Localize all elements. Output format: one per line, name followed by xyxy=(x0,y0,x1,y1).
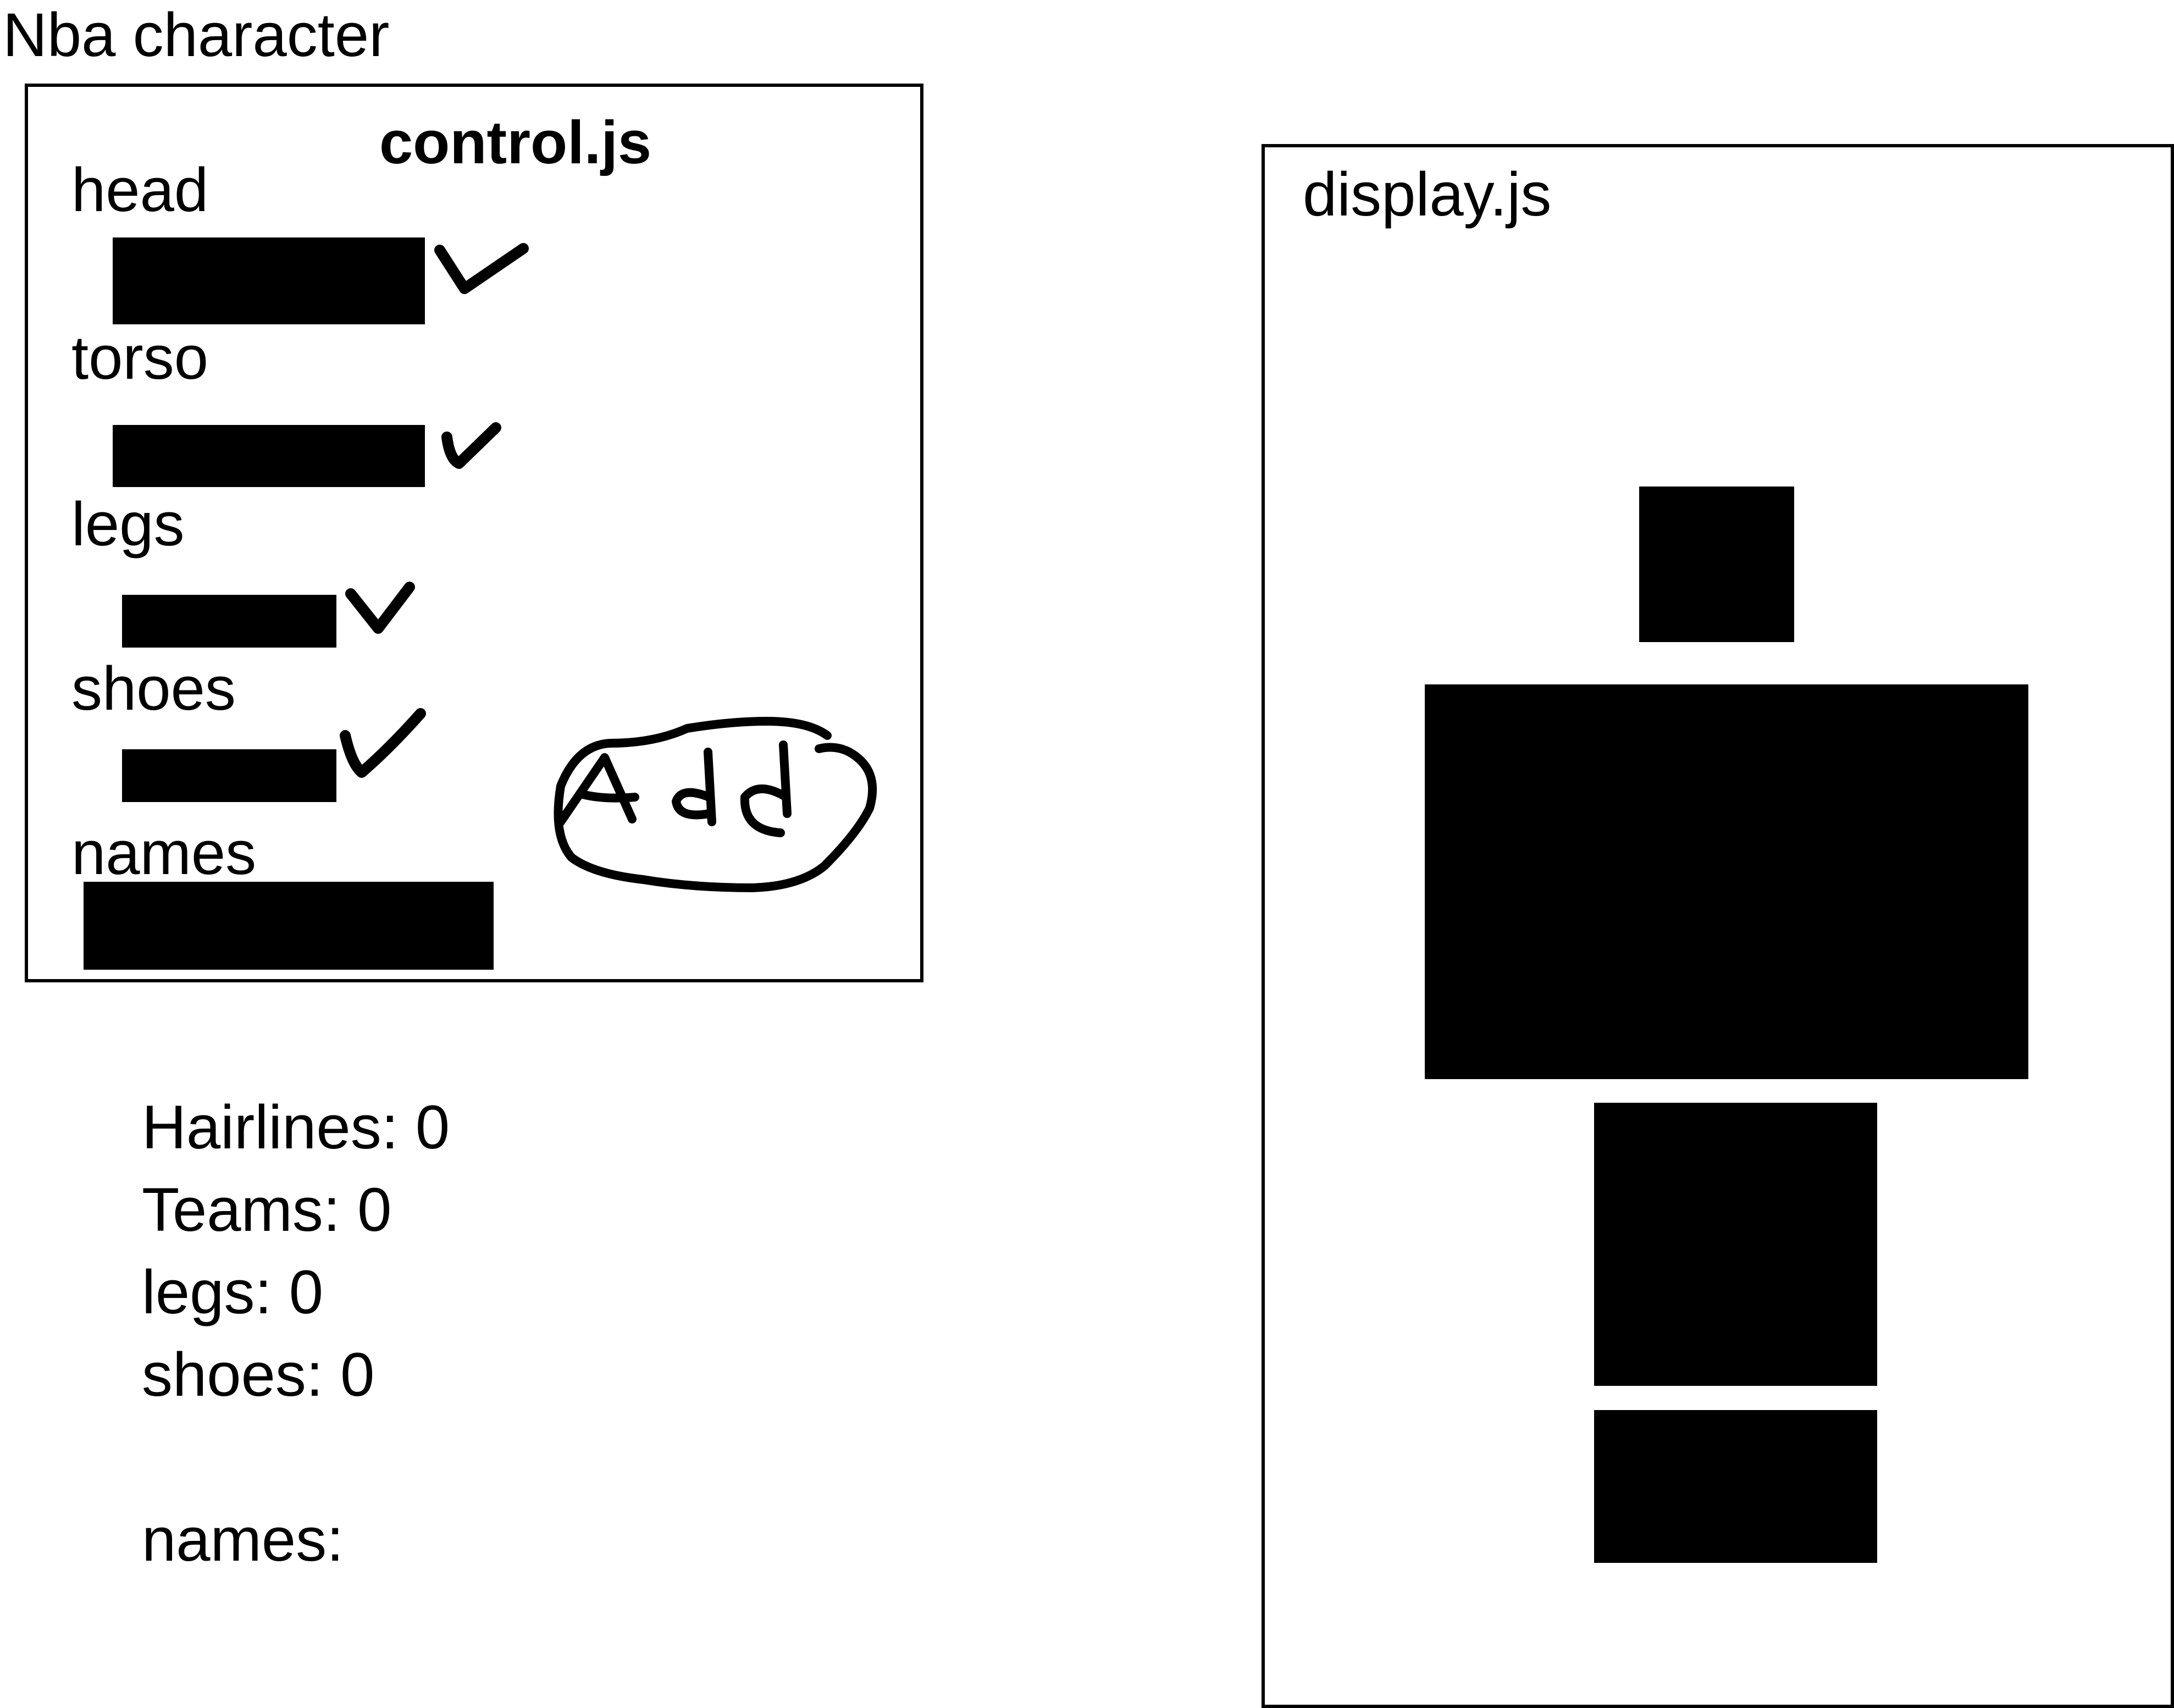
shoes-count: shoes: 0 xyxy=(142,1340,375,1409)
legs-check-icon xyxy=(345,582,415,634)
head-check-icon xyxy=(434,243,529,294)
add-label-letters xyxy=(556,740,792,837)
page-title: Nba character xyxy=(3,1,390,69)
hairlines-count: Hairlines: 0 xyxy=(142,1093,450,1162)
legs-label: legs xyxy=(71,490,185,559)
head-input[interactable] xyxy=(113,237,425,324)
legs-input[interactable] xyxy=(122,595,336,648)
torso-input[interactable] xyxy=(113,425,425,487)
shoes-label: shoes xyxy=(71,654,236,723)
teams-count: Teams: 0 xyxy=(142,1175,392,1244)
shoes-check-icon xyxy=(340,708,426,778)
figure-legs xyxy=(1594,1103,1877,1386)
shoes-input[interactable] xyxy=(122,749,336,802)
figure-head xyxy=(1639,487,1794,642)
head-label: head xyxy=(71,156,209,224)
legs-count: legs: 0 xyxy=(142,1258,323,1326)
figure-shoes xyxy=(1594,1410,1877,1563)
add-button-label: Add xyxy=(715,831,724,837)
torso-label: torso xyxy=(71,323,208,392)
display-panel-title: display.js xyxy=(1303,160,1552,229)
names-input[interactable] xyxy=(84,882,494,970)
add-button[interactable] xyxy=(554,717,877,892)
control-panel-title: control.js xyxy=(379,109,652,176)
names-list: names: xyxy=(142,1505,344,1574)
add-letter-a-bar xyxy=(578,790,639,803)
figure-torso xyxy=(1425,684,2028,1079)
add-letter-d2 xyxy=(740,740,792,837)
torso-check-icon xyxy=(441,422,501,469)
names-label: names xyxy=(71,819,257,887)
add-letter-d1 xyxy=(672,748,716,826)
